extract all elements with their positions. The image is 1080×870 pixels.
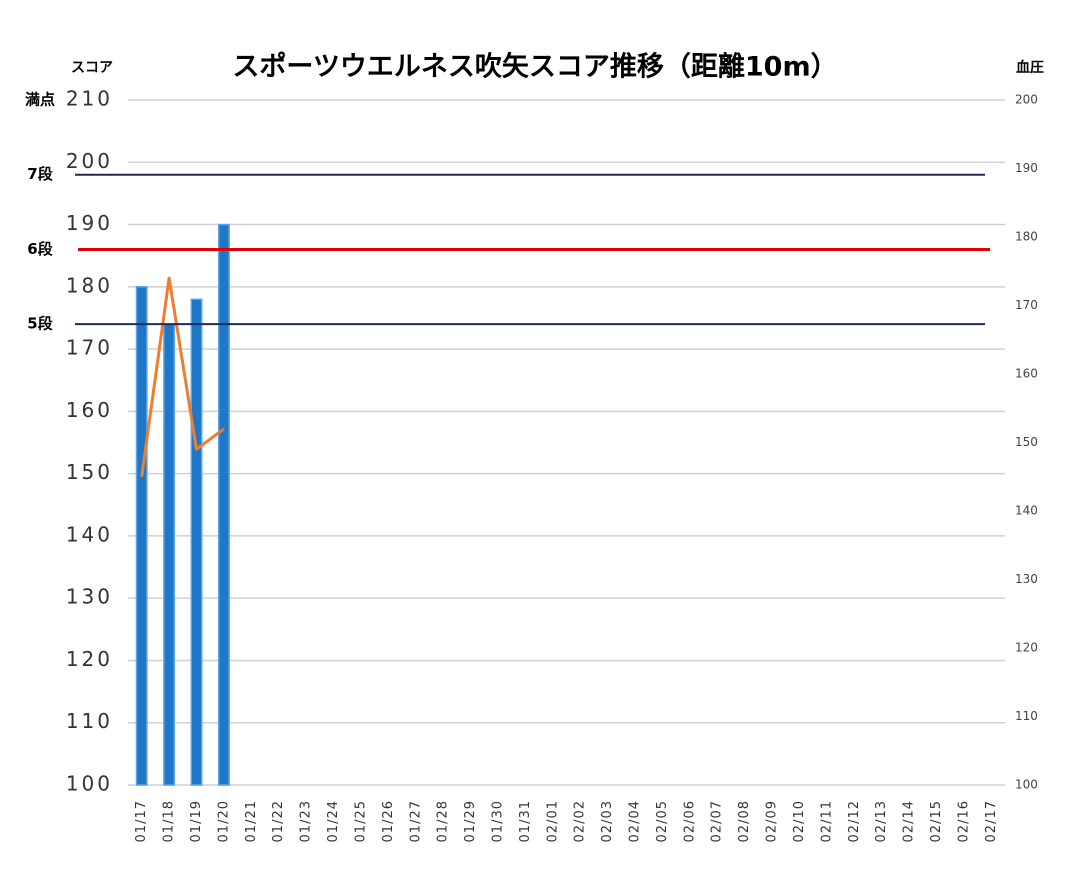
y-tick-label: 210	[66, 87, 113, 111]
y-tick-label: 160	[66, 398, 113, 422]
y2-tick-label: 200	[1015, 93, 1038, 107]
y-tick-label: 190	[66, 211, 113, 235]
y2-tick-label: 160	[1015, 367, 1038, 381]
y2-axis-label: 血圧	[1016, 59, 1044, 76]
x-tick-label: 01/31	[518, 800, 533, 842]
x-tick-label: 01/17	[134, 800, 149, 842]
y2-tick-label: 120	[1015, 641, 1038, 655]
y2-tick-label: 100	[1015, 778, 1038, 792]
y-tick-label: 180	[66, 273, 113, 297]
x-tick-label: 01/20	[216, 800, 231, 842]
x-tick-label: 02/01	[545, 800, 560, 842]
y-tick-label: 100	[66, 772, 113, 796]
y-tick-label: 170	[66, 336, 113, 360]
bar	[163, 323, 176, 786]
x-tick-label: 02/03	[600, 800, 615, 842]
y-tick-label: 140	[66, 522, 113, 546]
y-tick-label: 200	[66, 149, 113, 173]
y-tick-label: 130	[66, 585, 113, 609]
reference-label: 7段	[27, 165, 52, 183]
x-tick-label: 02/05	[655, 800, 670, 842]
y2-tick-label: 130	[1015, 572, 1038, 586]
x-tick-label: 01/30	[490, 800, 505, 842]
x-tick-label: 01/29	[463, 800, 478, 842]
x-tick-label: 02/14	[902, 800, 917, 842]
x-tick-label: 02/11	[819, 800, 834, 842]
x-tick-label: 02/13	[874, 800, 889, 842]
bar	[217, 223, 230, 786]
x-tick-label: 02/06	[682, 800, 697, 842]
bar	[135, 286, 148, 786]
y2-tick-label: 110	[1015, 709, 1038, 723]
x-tick-label: 01/21	[244, 800, 259, 842]
line-series	[140, 276, 225, 477]
x-tick-label: 02/04	[628, 800, 643, 842]
chart-title: スポーツウエルネス吹矢スコア推移（距離10m）	[232, 51, 837, 83]
x-tick-label: 01/26	[381, 800, 396, 842]
x-tick-label: 01/27	[408, 800, 423, 842]
x-tick-label: 02/07	[710, 800, 725, 842]
x-tick-label: 02/02	[573, 800, 588, 842]
x-tick-label: 01/28	[436, 800, 451, 842]
x-tick-label: 01/23	[299, 800, 314, 842]
x-tick-label: 02/09	[765, 800, 780, 842]
x-tick-label: 01/19	[189, 800, 204, 842]
x-tick-label: 01/25	[353, 800, 368, 842]
y2-tick-label: 140	[1015, 504, 1038, 518]
x-tick-label: 02/16	[956, 800, 971, 842]
max-label: 満点	[25, 91, 55, 109]
y2-tick-label: 150	[1015, 435, 1038, 449]
y2-tick-label: 190	[1015, 161, 1038, 175]
y-tick-label: 150	[66, 460, 113, 484]
y-tick-label: 110	[66, 709, 113, 733]
x-tick-label: 02/10	[792, 800, 807, 842]
x-tick-label: 02/08	[737, 800, 752, 842]
x-tick-label: 02/17	[984, 800, 999, 842]
reference-label: 5段	[27, 315, 52, 333]
y-axis-label: スコア	[71, 60, 113, 76]
x-tick-label: 01/22	[271, 800, 286, 842]
y-tick-label: 120	[66, 647, 113, 671]
y2-tick-label: 170	[1015, 298, 1038, 312]
bar	[190, 298, 203, 786]
x-tick-label: 02/12	[847, 800, 862, 842]
x-tick-label: 02/15	[929, 800, 944, 842]
reference-label: 6段	[27, 240, 52, 258]
x-tick-label: 01/24	[326, 800, 341, 842]
y2-tick-label: 180	[1015, 230, 1038, 244]
x-tick-label: 01/18	[162, 800, 177, 842]
